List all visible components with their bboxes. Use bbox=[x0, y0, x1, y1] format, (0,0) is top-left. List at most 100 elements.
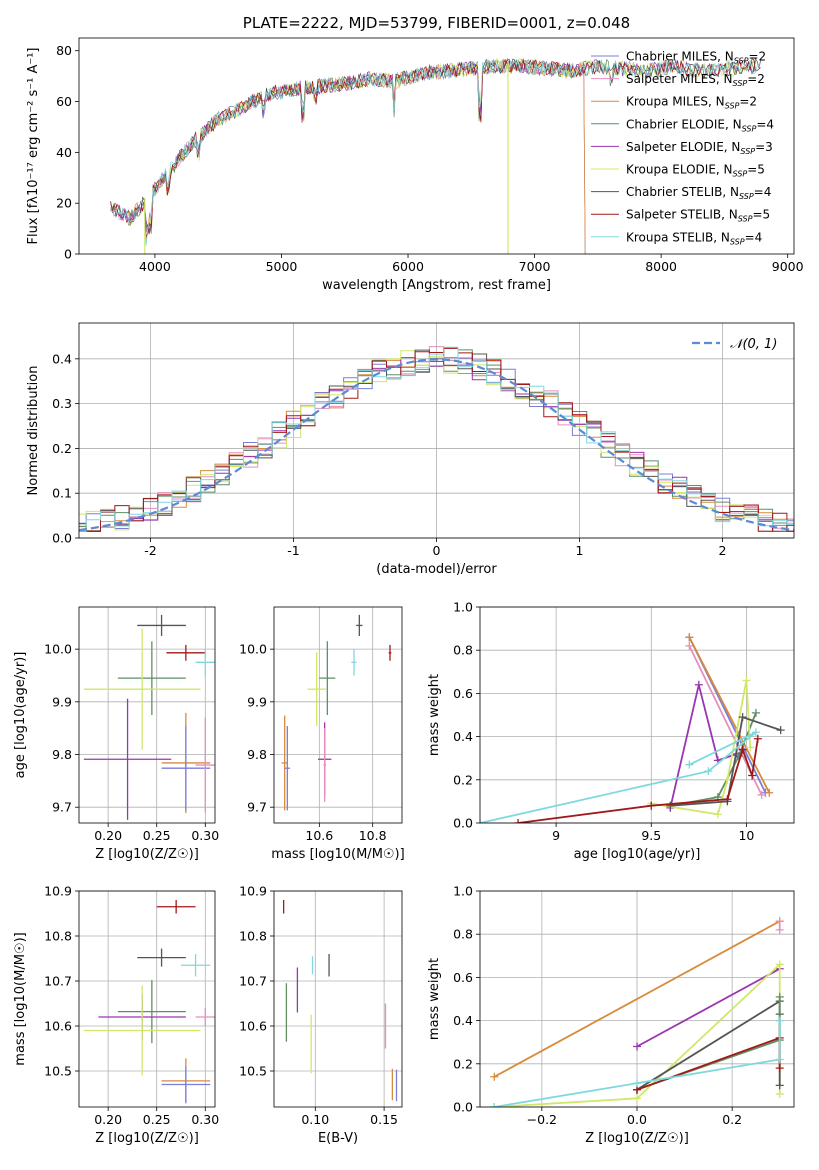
weight-marker bbox=[685, 760, 694, 769]
axes-mass_vs_Z: 0.20 0.25 0.30 10.5 10.6 10.7 10.8 10.9 Z [log10… bbox=[13, 884, 219, 1147]
weight-marker bbox=[775, 1016, 784, 1025]
weight-marker bbox=[757, 790, 766, 799]
axes-frame bbox=[78, 37, 795, 255]
y-axis-label: mass weight bbox=[427, 674, 442, 756]
x-tick-label: 10 bbox=[738, 828, 754, 843]
y-tick-label: 0.6 bbox=[453, 970, 473, 985]
weight-marker bbox=[723, 775, 732, 784]
x-tick-label: 0.20 bbox=[94, 828, 122, 843]
errorbars bbox=[282, 900, 398, 1102]
x-axis-label: age [log10(age/yr)] bbox=[574, 847, 701, 862]
x-tick-label: 0.30 bbox=[191, 1112, 219, 1127]
spectrum-line-kroupa-stelib bbox=[110, 58, 762, 246]
weight-marker bbox=[751, 728, 760, 737]
x-tick-label: −0.2 bbox=[527, 1112, 557, 1127]
weight-marker bbox=[685, 633, 694, 642]
x-axis-label: wavelength [Angstrom, rest frame] bbox=[322, 278, 551, 293]
x-tick-label: 10.8 bbox=[359, 828, 387, 843]
weight-marker bbox=[751, 708, 760, 717]
y-axis-label: Normed distribution bbox=[26, 366, 41, 496]
weight-line-chabrier-stelib bbox=[670, 716, 781, 807]
x-tick-label: 5000 bbox=[266, 259, 298, 274]
y-tick-label: 60 bbox=[56, 94, 72, 109]
axes-mass_vs_EBV: 0.10 0.15 10.5 10.6 10.7 10.8 10.9 E(B-V) bbox=[239, 884, 403, 1146]
x-tick-label: 0.0 bbox=[627, 1112, 647, 1127]
weight-marker bbox=[765, 788, 774, 797]
x-axis-label: Z [log10(Z/Z☉)] bbox=[95, 847, 199, 862]
axes-weight_vs_age: 9 9.5 10 0.0 0.2 0.4 0.6 0.8 1.0 age [log10(age/y… bbox=[427, 600, 795, 862]
x-tick-label: 0.30 bbox=[191, 828, 219, 843]
x-tick-label: 1 bbox=[576, 543, 584, 558]
weight-line-salpeter-elodie bbox=[636, 968, 781, 1048]
weight-marker bbox=[633, 1042, 641, 1051]
y-tick-label: 0.1 bbox=[52, 486, 72, 501]
weight-line-kroupa-stelib bbox=[480, 731, 757, 823]
y-tick-label: 9.7 bbox=[247, 800, 267, 815]
x-tick-label: -2 bbox=[144, 543, 156, 558]
errorbars bbox=[83, 900, 215, 1104]
y-tick-label: 0.0 bbox=[52, 531, 72, 546]
y-axis-label: Flux [fλ10⁻¹⁷ erg cm⁻² s⁻¹ A⁻¹] bbox=[26, 48, 41, 245]
y-tick-label: 0.0 bbox=[453, 816, 473, 831]
x-axis-label: Z [log10(Z/Z☉)] bbox=[585, 1131, 689, 1146]
spectrum-line-kroupa-elodie bbox=[149, 57, 756, 229]
legend-label: Chabrier ELODIE, NSSP=4 bbox=[626, 117, 774, 133]
axes-age_vs_Z: 0.20 0.25 0.30 9.7 9.8 9.9 10.0 Z [log10(Z/Z☉)]… bbox=[13, 606, 219, 862]
weight-marker bbox=[685, 641, 694, 650]
histograms bbox=[79, 346, 794, 532]
legend-label: Chabrier STELIB, NSSP=4 bbox=[626, 185, 771, 201]
x-tick-label: 9.5 bbox=[641, 828, 661, 843]
y-tick-label: 10.0 bbox=[239, 642, 267, 657]
weight-marker bbox=[748, 771, 757, 780]
x-tick-label: 10.6 bbox=[305, 828, 333, 843]
weight-lines bbox=[490, 917, 784, 1107]
x-tick-label: 0 bbox=[433, 543, 441, 558]
y-axis-label: age [log10(age/yr)] bbox=[13, 652, 28, 779]
y-tick-label: 10.7 bbox=[44, 974, 72, 989]
weight-marker bbox=[775, 925, 784, 934]
x-tick-label: 8000 bbox=[645, 259, 677, 274]
y-tick-label: 80 bbox=[56, 43, 72, 58]
y-tick-label: 0.6 bbox=[453, 686, 473, 701]
weight-marker bbox=[775, 1081, 784, 1090]
weight-marker bbox=[633, 1079, 641, 1088]
x-tick-label: 6000 bbox=[392, 259, 424, 274]
weight-marker bbox=[704, 767, 713, 776]
weight-line-chabrier-elodie bbox=[670, 712, 757, 807]
legend-label: Kroupa ELODIE, NSSP=5 bbox=[626, 163, 765, 179]
weight-marker bbox=[738, 713, 747, 722]
y-tick-label: 1.0 bbox=[453, 884, 473, 899]
y-tick-label: 10.5 bbox=[44, 1064, 72, 1079]
y-tick-label: 0.3 bbox=[52, 396, 72, 411]
weight-line-kroupa-elodie bbox=[651, 680, 752, 816]
normal-curve bbox=[79, 358, 794, 532]
y-tick-label: 10.7 bbox=[239, 974, 267, 989]
y-tick-label: 10.9 bbox=[239, 884, 267, 899]
y-tick-label: 1.0 bbox=[453, 600, 473, 615]
weight-marker bbox=[775, 1055, 784, 1064]
histogram-chabrier-stelib bbox=[79, 349, 794, 532]
axes-age_vs_mass: 10.6 10.8 9.7 9.8 9.9 10.0 mass [log10(M/M☉)] bbox=[239, 606, 405, 862]
legend-label: Kroupa STELIB, NSSP=4 bbox=[626, 230, 762, 246]
y-tick-label: 10.9 bbox=[44, 884, 72, 899]
axes-spectrum: 4000 5000 6000 7000 8000 9000 0 20 40 60 80 wavelen… bbox=[26, 14, 804, 293]
weight-marker bbox=[775, 917, 784, 926]
axes-frame bbox=[78, 890, 216, 1108]
weight-marker bbox=[713, 810, 722, 819]
weight-marker bbox=[694, 680, 703, 689]
axes-residuals: -2 -1 0 1 2 0.0 0.1 0.2 0.3 0.4 (data-model)/error… bbox=[26, 322, 795, 577]
weight-marker bbox=[723, 795, 732, 804]
axes-frame bbox=[479, 606, 795, 824]
weight-line-salpeter-elodie bbox=[669, 684, 738, 809]
y-tick-label: 9.9 bbox=[52, 694, 72, 709]
legend-label: Salpeter STELIB, NSSP=5 bbox=[626, 208, 770, 224]
y-tick-label: 10.6 bbox=[239, 1019, 267, 1034]
x-axis-label: (data-model)/error bbox=[376, 562, 497, 577]
y-tick-label: 0 bbox=[64, 247, 72, 262]
x-axis-label: E(B-V) bbox=[318, 1131, 358, 1146]
y-tick-label: 0.2 bbox=[52, 441, 72, 456]
x-tick-label: 0.15 bbox=[370, 1112, 398, 1127]
weight-line-kroupa-stelib bbox=[494, 1020, 781, 1107]
x-tick-label: 0.10 bbox=[301, 1112, 329, 1127]
legend-label: Salpeter ELODIE, NSSP=3 bbox=[626, 140, 773, 156]
